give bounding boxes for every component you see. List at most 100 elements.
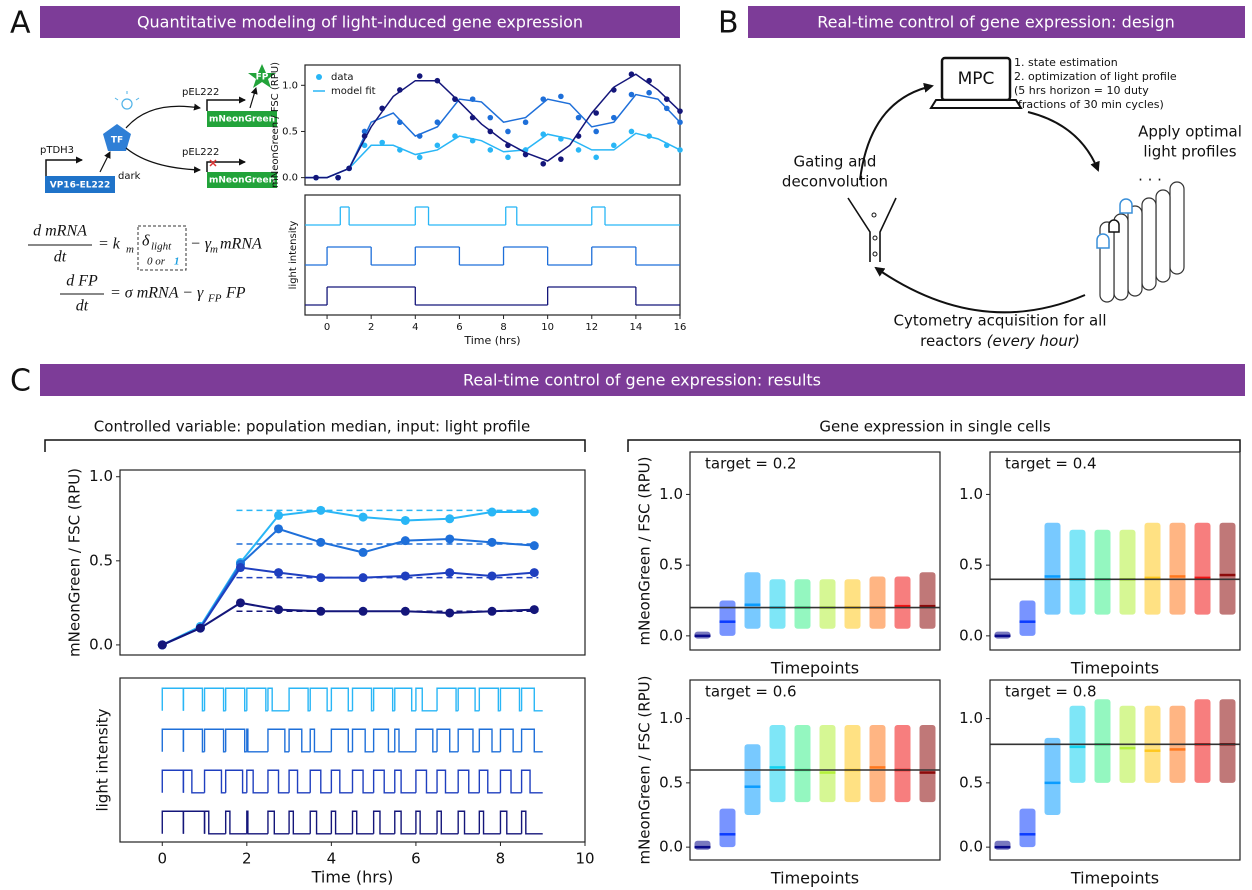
data-point xyxy=(522,151,529,158)
plot-frame xyxy=(304,64,681,186)
cell-cloud xyxy=(1019,600,1036,636)
data-point xyxy=(487,147,494,153)
y-tick-label: 0.0 xyxy=(659,838,683,856)
data-point xyxy=(611,87,617,93)
median-point xyxy=(529,568,539,578)
light-pulse xyxy=(246,728,268,753)
panel-label: C xyxy=(10,364,31,399)
median-point xyxy=(400,606,410,616)
gene-label: VP16-EL222 xyxy=(50,181,111,191)
model-fit-line xyxy=(305,93,681,179)
median-point xyxy=(445,568,455,578)
eq-subscript: m xyxy=(126,244,134,256)
y-tick-label: 1.0 xyxy=(959,709,983,727)
legend-label: data xyxy=(331,72,354,83)
data-point xyxy=(397,87,403,93)
light-pulse xyxy=(309,769,332,794)
median-point xyxy=(274,605,284,615)
x-axis-label: Timepoints xyxy=(1070,659,1159,678)
light-pulse xyxy=(478,769,501,794)
light-pulse xyxy=(457,769,480,794)
cell-cloud xyxy=(1094,699,1111,783)
gene-label: mNeonGreen xyxy=(209,176,275,186)
plot-title: target = 0.2 xyxy=(705,455,797,473)
cell-cloud xyxy=(1019,808,1036,848)
promoter-arrow xyxy=(206,158,246,172)
loop-arrow xyxy=(874,266,1086,314)
data-point xyxy=(646,77,652,84)
data-point xyxy=(379,139,386,146)
data-point xyxy=(540,131,547,138)
light-pulse xyxy=(267,728,290,753)
light-pulse xyxy=(330,810,353,835)
cell-cloud xyxy=(869,725,886,803)
cell-cloud xyxy=(769,725,786,803)
light-pulse xyxy=(224,810,247,835)
light-pulse xyxy=(161,687,185,711)
eq-term: = k xyxy=(98,236,121,253)
step-label: Apply optimal xyxy=(1138,123,1242,141)
plot-title: target = 0.8 xyxy=(1005,683,1097,701)
data-point xyxy=(416,154,423,161)
data-point xyxy=(593,128,599,135)
median-point xyxy=(445,534,455,544)
banner-title: Real-time control of gene expression: re… xyxy=(463,371,821,390)
data-point xyxy=(575,133,582,139)
median-point xyxy=(157,640,167,650)
light-pulse xyxy=(457,728,480,753)
light-pulse xyxy=(182,810,206,834)
median-point xyxy=(445,608,455,618)
light-pulse xyxy=(351,687,374,712)
step-label: Gating and xyxy=(794,153,877,171)
light-pulse xyxy=(182,769,205,794)
data-point xyxy=(628,128,635,135)
median-line xyxy=(161,566,535,646)
light-pulse xyxy=(161,810,185,834)
x-axis-label: Timepoints xyxy=(1070,869,1159,888)
light-pulse xyxy=(457,810,480,835)
data-point xyxy=(611,142,617,149)
data-point xyxy=(611,114,617,121)
x-tick-label: 0 xyxy=(324,322,330,333)
section-title: Gene expression in single cells xyxy=(819,418,1050,436)
data-point xyxy=(663,96,670,102)
y-axis-label: mNeonGreen / FSC (RPU) xyxy=(270,62,281,188)
light-pulse xyxy=(415,810,438,835)
block-mark xyxy=(209,159,217,167)
light-pulse xyxy=(182,728,205,753)
data-point xyxy=(434,119,441,126)
median-line xyxy=(161,601,535,646)
switch-on: 1 xyxy=(174,256,180,268)
data-point xyxy=(558,93,564,100)
light-pulse xyxy=(372,769,395,794)
x-axis-label: Time (hrs) xyxy=(463,334,520,347)
median-point xyxy=(274,568,284,578)
cell-cloud xyxy=(1194,522,1211,615)
data-point xyxy=(677,108,683,114)
data-point xyxy=(646,133,652,139)
light-pulse xyxy=(436,810,459,835)
median-point xyxy=(487,507,497,517)
light-pulse xyxy=(478,728,501,753)
y-tick-label: 1.0 xyxy=(659,485,683,503)
median-point xyxy=(487,571,497,581)
banner-title: Real-time control of gene expression: de… xyxy=(817,13,1174,32)
light-pulse xyxy=(309,810,332,835)
promoter-arrow xyxy=(206,96,246,111)
plot-title: target = 0.4 xyxy=(1005,455,1097,473)
data-point xyxy=(575,147,582,153)
reactor-tubes xyxy=(1099,181,1185,303)
step-label: deconvolution xyxy=(782,173,888,191)
x-axis-label: Timepoints xyxy=(770,659,859,678)
cell-cloud xyxy=(819,725,836,803)
y-tick-label: 0.0 xyxy=(89,635,113,653)
y-axis-label: mNeonGreen / FSC (RPU) xyxy=(66,468,84,657)
data-point xyxy=(434,77,441,84)
y-tick-label: 0.5 xyxy=(282,126,298,137)
y-tick-label: 0.5 xyxy=(659,556,683,574)
data-point xyxy=(416,133,423,139)
median-point xyxy=(487,537,497,547)
light-pulse xyxy=(351,728,374,753)
light-pulse xyxy=(478,810,501,835)
arrow xyxy=(125,147,201,174)
